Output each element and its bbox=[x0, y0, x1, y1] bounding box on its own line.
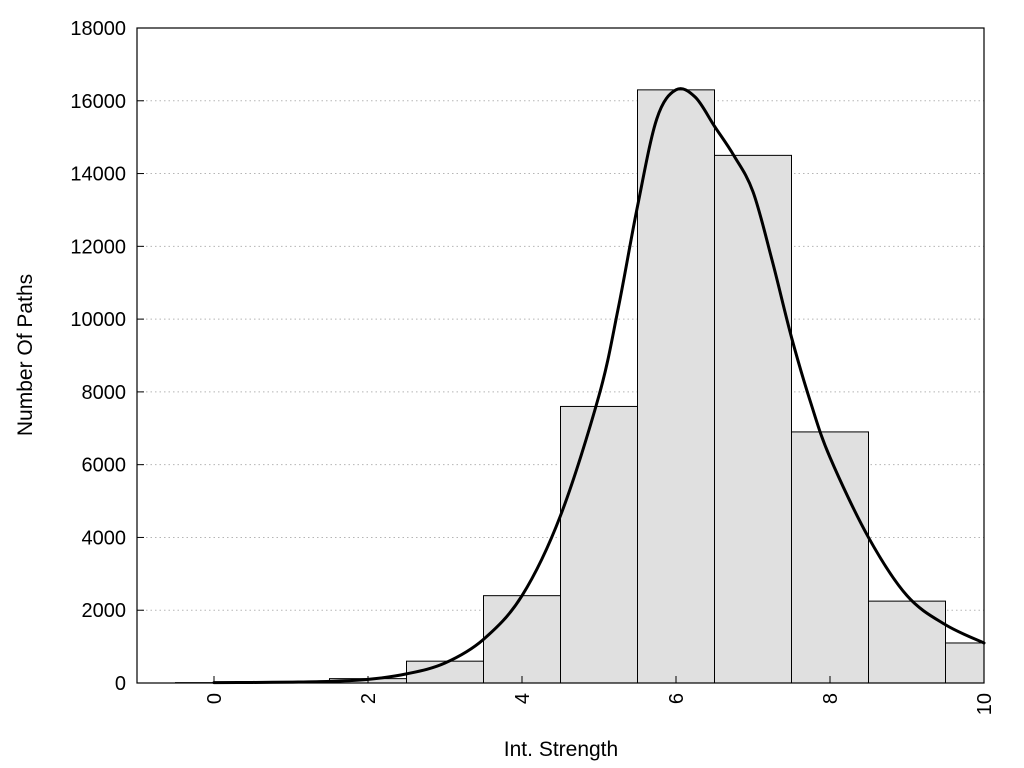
y-tick-label: 14000 bbox=[70, 164, 126, 186]
y-tick-label: 12000 bbox=[70, 236, 126, 258]
y-axis-title: Number Of Paths bbox=[14, 274, 37, 436]
histogram-bar bbox=[868, 600, 946, 684]
histogram-bar bbox=[637, 89, 715, 684]
y-tick-label: 10000 bbox=[70, 309, 126, 331]
y-tick-label: 2000 bbox=[82, 600, 127, 622]
density-curve bbox=[212, 87, 986, 685]
histogram-bar bbox=[945, 642, 985, 684]
y-tick-label: 0 bbox=[115, 673, 126, 695]
y-tick-label: 18000 bbox=[70, 18, 126, 40]
plot-frame bbox=[136, 27, 985, 684]
x-tick-label: 6 bbox=[666, 693, 688, 704]
y-tick-label: 6000 bbox=[82, 455, 127, 477]
density-curve-layer bbox=[212, 87, 986, 685]
x-tick-label: 0 bbox=[204, 693, 226, 704]
y-axis-ticks: 0 2000 4000 6000 8000 10000 12000 14000 16000 180… bbox=[70, 18, 144, 695]
histogram-bar bbox=[560, 405, 638, 684]
histogram-bar bbox=[714, 154, 792, 684]
histogram-bars bbox=[175, 89, 985, 684]
x-tick-label: 2 bbox=[358, 693, 380, 704]
x-axis-ticks: 0 2 4 6 8 10 bbox=[204, 676, 996, 715]
x-tick-label: 10 bbox=[974, 693, 996, 715]
y-tick-label: 4000 bbox=[82, 527, 127, 549]
x-axis-title: Int. Strength bbox=[504, 738, 618, 761]
x-tick-label: 8 bbox=[820, 693, 842, 704]
y-tick-label: 8000 bbox=[82, 382, 127, 404]
histogram-bar bbox=[791, 431, 869, 684]
x-tick-label: 4 bbox=[512, 693, 534, 704]
histogram-bar bbox=[483, 595, 561, 684]
y-tick-label: 16000 bbox=[70, 91, 126, 113]
